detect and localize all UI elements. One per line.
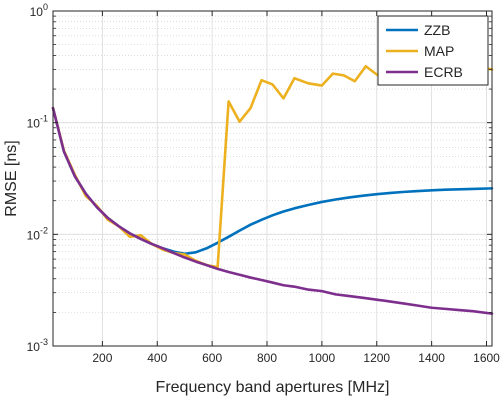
y-tick-label: 10-3	[27, 337, 48, 354]
y-tick-label: 10-2	[27, 225, 48, 242]
legend-label-zzb: ZZB	[424, 22, 450, 38]
legend-label-ecrb: ECRB	[424, 64, 463, 80]
x-tick-label: 1000	[309, 351, 336, 365]
y-tick-label: 10-1	[27, 114, 48, 131]
axis-ticks: 200 400 600 800 1000 1200 1400 1600 10-3 10-2 10-1…	[27, 2, 501, 365]
series-line-ecrb	[51, 106, 494, 315]
x-tick-label: 1600	[473, 351, 500, 365]
x-tick-label: 800	[257, 351, 277, 365]
x-tick-label: 1200	[363, 351, 390, 365]
x-tick-label: 200	[92, 351, 112, 365]
legend: ZZB MAP ECRB	[377, 15, 489, 86]
x-tick-label: 400	[147, 351, 167, 365]
x-tick-label: 1400	[418, 351, 445, 365]
x-tick-label: 600	[202, 351, 222, 365]
x-axis-label: Frequency band apertures [MHz]	[156, 379, 390, 396]
plot-frame	[52, 10, 493, 347]
legend-label-map: MAP	[424, 43, 454, 59]
y-tick-label: 100	[30, 2, 48, 19]
y-axis-label: RMSE [ns]	[3, 140, 20, 216]
